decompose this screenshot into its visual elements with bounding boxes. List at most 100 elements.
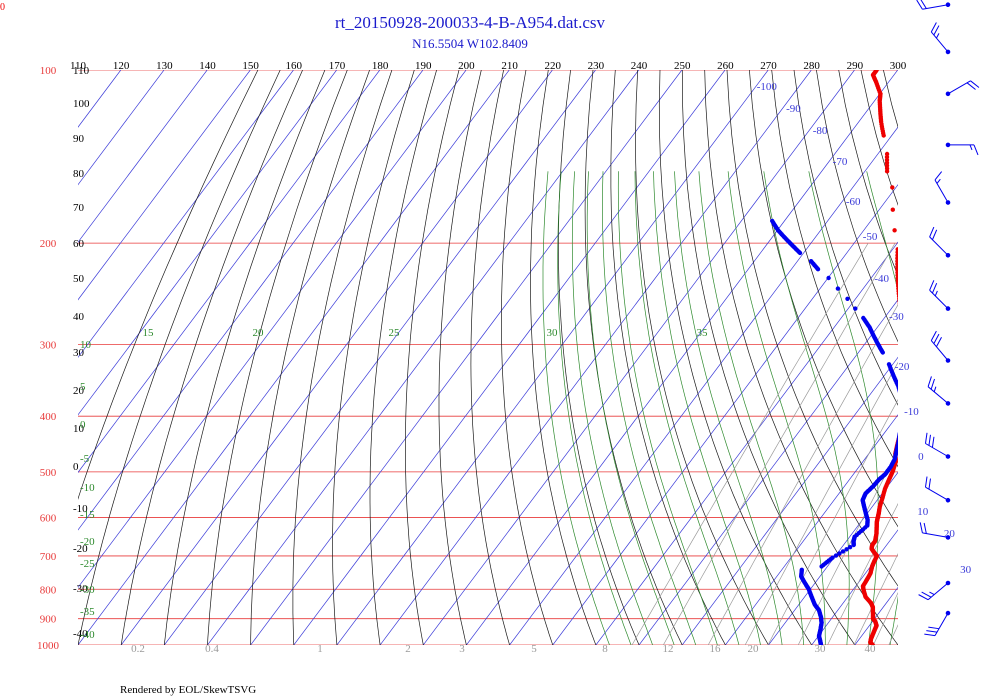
wind-barb-flag bbox=[930, 330, 937, 341]
dewpoint-point bbox=[898, 391, 902, 395]
dry-adiabat-line bbox=[681, 70, 856, 645]
temperature-point bbox=[904, 381, 908, 385]
dewpoint-point bbox=[847, 545, 853, 550]
wind-barb-flag bbox=[933, 386, 937, 392]
wind-barb-flag bbox=[969, 144, 973, 151]
wind-barb bbox=[929, 280, 951, 311]
temperature-point bbox=[904, 385, 908, 389]
temperature-point bbox=[893, 32, 897, 36]
dewpoint-point bbox=[835, 286, 841, 291]
wind-barb-flag bbox=[921, 591, 932, 598]
temperature-tick-label: 220 bbox=[544, 60, 561, 72]
wind-barb-flag bbox=[929, 591, 935, 596]
wind-barb-flag bbox=[931, 282, 938, 294]
wind-barb bbox=[945, 80, 980, 97]
temperature-point bbox=[897, 302, 898, 305]
temperature-point bbox=[901, 425, 905, 429]
mixing-ratio-label: 16 bbox=[710, 643, 722, 655]
wind-barb bbox=[924, 476, 951, 503]
moist-adiabat-label: 15 bbox=[143, 327, 155, 339]
temperature-point bbox=[885, 40, 889, 44]
temperature-point bbox=[897, 299, 898, 303]
mixing-ratio-line bbox=[767, 398, 898, 645]
dry-adiabat-line bbox=[584, 70, 683, 645]
isotherm-label: 0 bbox=[918, 451, 924, 463]
temperature-point bbox=[907, 8, 911, 12]
wind-barbs bbox=[916, 0, 980, 637]
chart-title: rt_20150928-200033-4-B-A954.dat.csv bbox=[335, 13, 606, 32]
dry-adiabat-label: -20 bbox=[73, 543, 88, 555]
dry-adiabat-line bbox=[838, 70, 898, 277]
wind-barb-flag bbox=[931, 229, 938, 240]
mixing-ratio-label: 0.2 bbox=[131, 643, 145, 655]
temperature-point bbox=[869, 51, 873, 55]
moist-adiabat-label: -15 bbox=[80, 509, 95, 521]
wind-barb bbox=[918, 580, 951, 601]
wind-barb bbox=[927, 376, 951, 406]
dewpoint-point bbox=[845, 296, 850, 301]
wind-barb-flag bbox=[931, 436, 935, 448]
temperature-point bbox=[902, 331, 906, 335]
temperature-point bbox=[873, 63, 877, 67]
wind-barb-flag bbox=[919, 522, 923, 533]
mixing-ratio-label: 20 bbox=[748, 643, 760, 655]
dry-adiabat-line bbox=[995, 70, 1000, 645]
dewpoint-point bbox=[900, 400, 904, 404]
temperature-point bbox=[902, 334, 906, 338]
moist-adiabat-line bbox=[571, 171, 653, 645]
temperature-point bbox=[904, 11, 908, 15]
dry-adiabat-label: 90 bbox=[73, 133, 85, 145]
moist-adiabat-line bbox=[617, 171, 718, 645]
isotherm-label: -20 bbox=[895, 361, 910, 373]
pressure-label: 200 bbox=[40, 238, 57, 250]
dry-adiabat-line bbox=[610, 70, 726, 645]
temperature-point bbox=[902, 339, 906, 343]
moist-adiabat-line bbox=[634, 171, 740, 645]
temperature-point bbox=[902, 420, 906, 424]
temperature-point bbox=[902, 342, 906, 346]
dewpoint-point bbox=[899, 428, 903, 432]
temperature-point bbox=[895, 29, 899, 33]
temperature-tick-label: 200 bbox=[458, 60, 475, 72]
dry-adiabat-line bbox=[438, 70, 482, 645]
moist-adiabat-line bbox=[763, 171, 850, 645]
temperature-point bbox=[895, 247, 898, 252]
moist-adiabat-label: 20 bbox=[253, 327, 265, 339]
wind-barb-flag bbox=[918, 594, 929, 601]
wind-barb-flag bbox=[973, 144, 979, 156]
wind-barb-flag bbox=[934, 290, 938, 297]
moist-adiabat-line bbox=[866, 171, 898, 645]
mixing-ratio-line bbox=[662, 242, 896, 645]
dry-adiabat-line bbox=[816, 70, 898, 343]
isotherm-line bbox=[509, 126, 898, 645]
temperature-point bbox=[898, 431, 902, 435]
dewpoint-point bbox=[853, 306, 858, 311]
temperature-tick-label: 180 bbox=[372, 60, 389, 72]
temperature-tick-label: 290 bbox=[847, 60, 864, 72]
dry-adiabat-line bbox=[860, 70, 898, 206]
dry-adiabat-label: 50 bbox=[73, 273, 85, 285]
temperature-point bbox=[869, 52, 873, 56]
moist-adiabat-label: -20 bbox=[80, 536, 95, 548]
wind-barb bbox=[945, 142, 979, 156]
temperature-tick-label: 130 bbox=[156, 60, 173, 72]
temperature-point bbox=[901, 323, 905, 327]
dry-adiabat-line bbox=[470, 70, 510, 645]
dewpoint-point bbox=[826, 275, 831, 281]
dewpoint-point bbox=[900, 401, 904, 405]
moist-adiabat-label: 0 bbox=[80, 419, 86, 431]
dewpoint-point bbox=[837, 551, 842, 556]
moist-adiabat-line bbox=[542, 171, 610, 645]
wind-barb bbox=[930, 330, 951, 363]
dry-adiabat-line bbox=[163, 70, 326, 645]
wind-barb-flag bbox=[924, 476, 928, 488]
wind-barb-flag bbox=[935, 336, 942, 347]
dewpoint-point bbox=[900, 420, 904, 424]
wind-barb-flag bbox=[926, 630, 938, 633]
temperature-point bbox=[870, 56, 874, 60]
wind-barb-flag bbox=[920, 0, 927, 9]
dewpoint-point bbox=[799, 567, 804, 572]
temperature-point bbox=[872, 62, 876, 66]
isotherm-label: -90 bbox=[786, 103, 801, 115]
mixing-ratio-line bbox=[888, 624, 898, 645]
